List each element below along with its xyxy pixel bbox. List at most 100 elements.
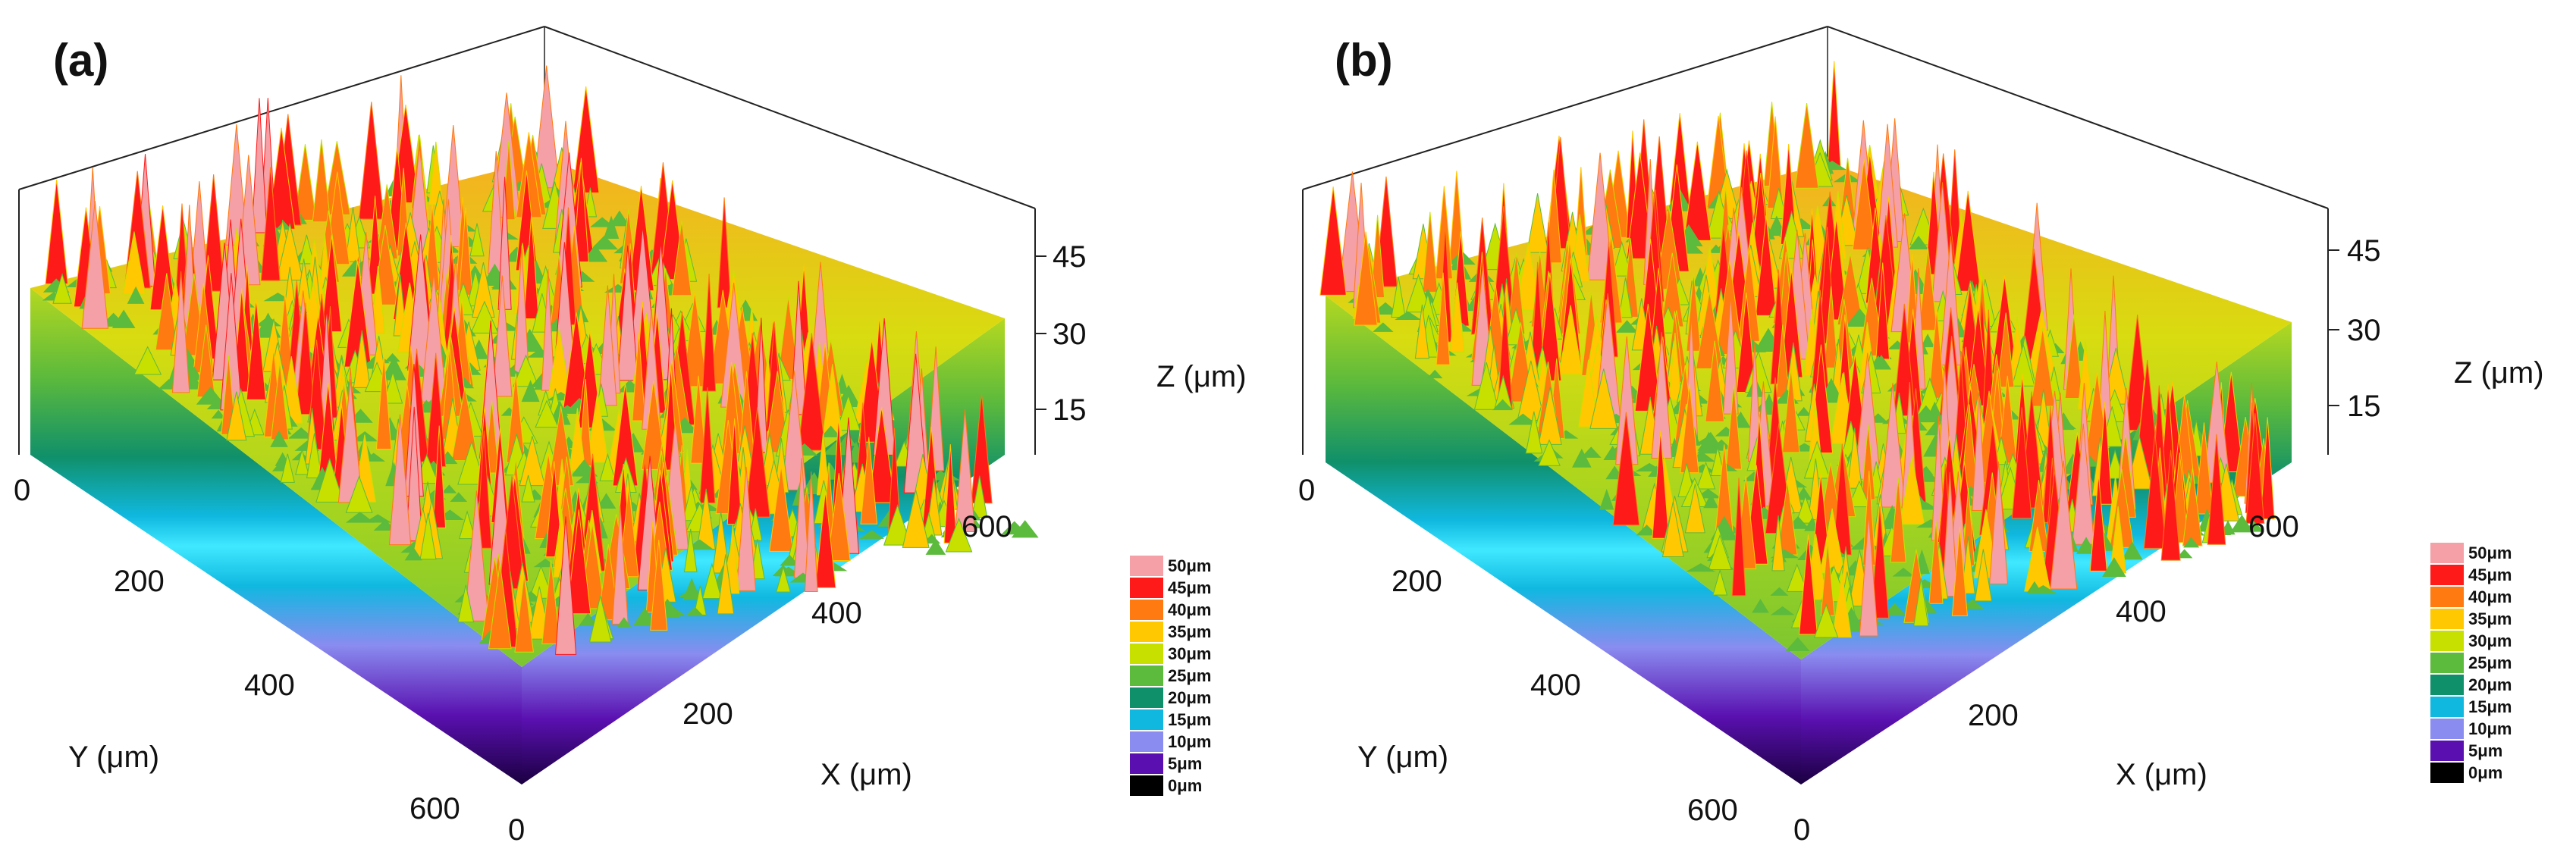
panel-b-y-tick-200: 200 [1392, 565, 1442, 598]
surface-peak [1373, 322, 1394, 332]
legend-swatch [2430, 653, 2464, 673]
surface-peak [1426, 369, 1443, 379]
legend-swatch [1130, 622, 1163, 642]
surface-peak [1395, 311, 1422, 320]
surface-peak [633, 607, 657, 626]
surface-peak [514, 575, 534, 653]
panel-a-x-tick-200: 200 [682, 697, 733, 731]
panel-b-x-tick-0: 0 [1793, 813, 1810, 847]
panel-a-label: (a) [53, 35, 108, 86]
surface-peak [469, 223, 485, 257]
surface-peak [609, 210, 630, 227]
surface-peak [353, 330, 371, 388]
surface-peak [171, 271, 190, 393]
surface-peak [1755, 215, 1777, 316]
legend-swatch [2430, 587, 2464, 607]
surface-peak [690, 375, 707, 464]
surface-peak [736, 466, 757, 591]
surface-peak [523, 215, 539, 319]
surface-peak [488, 563, 512, 650]
surface-peak [1771, 515, 1785, 572]
surface-peak [1795, 487, 1812, 500]
surface-peak [1846, 428, 1862, 489]
panel-b-x-tick-400: 400 [2116, 595, 2167, 628]
legend-swatch [2430, 763, 2464, 783]
surface-peak [1684, 484, 1705, 534]
surface-peak [2230, 515, 2254, 533]
surface-peak [155, 273, 179, 351]
legend-label: 15μm [1168, 710, 1212, 729]
surface-peak [650, 540, 668, 631]
surface-peak [641, 380, 667, 470]
surface-peak [459, 510, 476, 540]
surface-peak [1712, 568, 1728, 596]
panel-b: (b) 45 30 15 Z (μm) 0 200 400 600 [1298, 26, 2544, 847]
surface-peak [1951, 526, 1968, 616]
surface-peak [404, 547, 422, 561]
surface-peak [364, 514, 392, 523]
panel-a-x-tick-0: 0 [508, 813, 525, 847]
surface-peak [827, 472, 851, 562]
panel-a-legend: 50μm 45μm 40μm 35μm 30μm 25μm 20μm 15μm 10μm 5μm 0… [1130, 556, 1212, 796]
surface-peak [2260, 417, 2275, 520]
legend-swatch [1130, 600, 1163, 620]
legend-swatch [1130, 775, 1163, 796]
surface-peak [293, 144, 317, 221]
legend-swatch [2430, 675, 2464, 695]
legend-label: 30μm [2468, 631, 2512, 650]
surface-peak [1928, 308, 1946, 399]
surface-peak [312, 139, 331, 223]
legend-label: 15μm [2468, 697, 2512, 716]
surface-peak [1661, 501, 1684, 558]
surface-peak [513, 354, 539, 387]
surface-peak [52, 273, 72, 304]
panel-a-y-tick-200: 200 [114, 565, 165, 598]
legend-label: 35μm [2468, 609, 2512, 628]
legend-label: 10μm [2468, 719, 2512, 738]
surface-peak [2195, 422, 2214, 515]
surface-peak [287, 427, 315, 439]
panel-b-x-tick-600: 600 [2248, 510, 2299, 543]
surface-peak [682, 292, 708, 387]
surface-peak [1770, 606, 1795, 615]
surface-peak [1586, 152, 1614, 280]
surface-peak [1391, 277, 1406, 318]
surface-peak [1831, 572, 1852, 638]
surface-peak [388, 414, 412, 546]
surface-peak [406, 406, 423, 542]
surface-peak [1572, 448, 1592, 468]
surface-peak [1848, 480, 1871, 508]
surface-peak [598, 285, 617, 406]
surface-peak [1770, 587, 1789, 596]
surface-peak [2102, 557, 2126, 577]
surface-peak [315, 457, 344, 503]
legend-label: 20μm [1168, 688, 1212, 707]
surface-peak [1827, 61, 1841, 170]
surface-peak [1705, 340, 1725, 422]
legend-label: 10μm [1168, 732, 1212, 751]
surface-peak [1871, 355, 1892, 370]
legend-label: 40μm [2468, 587, 2512, 606]
surface-peak [1786, 563, 1808, 592]
surface-peak [1636, 525, 1658, 536]
surface-peak [1782, 368, 1800, 453]
surface-peak [683, 528, 698, 572]
surface-peak [1599, 488, 1614, 510]
surface-peak [535, 399, 559, 428]
surface-peak [1589, 368, 1618, 429]
surface-peak [701, 562, 722, 599]
surface-peak [246, 298, 267, 400]
surface-peak [358, 102, 384, 220]
surface-peak [1972, 390, 1987, 511]
surface-peak [345, 207, 361, 262]
legend-swatch [2430, 741, 2464, 761]
surface-peak [1941, 471, 1958, 597]
surface-peak [1708, 244, 1724, 253]
panel-b-z-tick-30: 30 [2347, 314, 2381, 347]
panel-a-z-axis: 45 30 15 Z (μm) [1035, 240, 1247, 427]
panel-b-x-axis: 0 200 400 600 X (μm) [1793, 510, 2299, 847]
surface-peak [1473, 362, 1499, 410]
legend-swatch [2430, 631, 2464, 651]
legend-label: 0μm [1168, 776, 1202, 795]
legend-label: 50μm [1168, 556, 1212, 575]
